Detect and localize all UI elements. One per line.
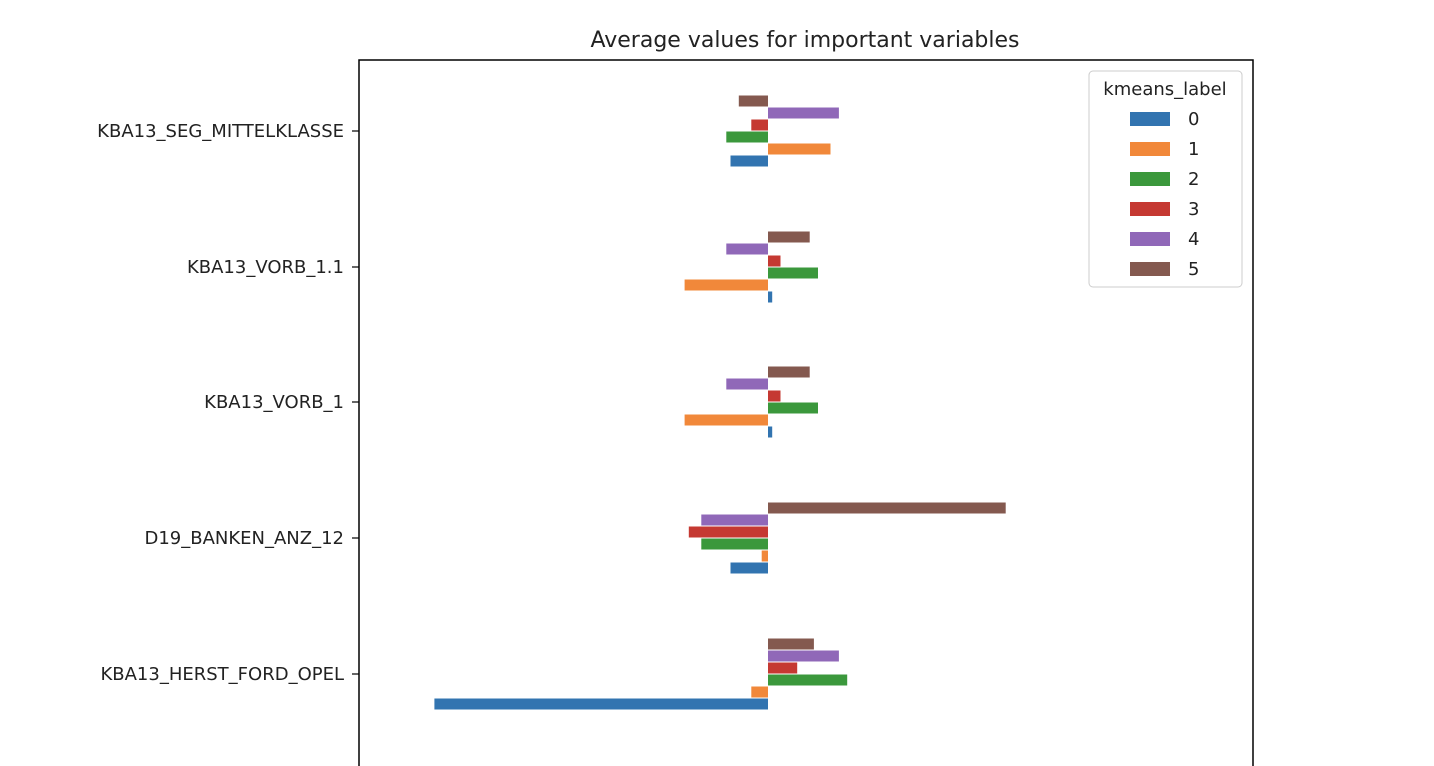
bar-kba13-seg-mittelklasse-series-0 (730, 155, 768, 167)
bar-kba13-seg-mittelklasse-series-2 (726, 131, 768, 143)
legend-swatch-2 (1130, 172, 1170, 186)
bar-kba13-vorb-1-1-series-1 (684, 279, 768, 291)
bar-kba13-vorb-1-series-2 (768, 402, 818, 414)
legend-label-4: 4 (1188, 229, 1199, 250)
y-tick-label: KBA13_SEG_MITTELKLASSE (97, 121, 344, 142)
legend-swatch-5 (1130, 262, 1170, 276)
bar-kba13-vorb-1-series-0 (768, 426, 773, 438)
bar-kba13-herst-ford-opel-series-4 (768, 650, 839, 662)
bar-kba13-herst-ford-opel-series-5 (768, 638, 814, 650)
plot-frame (358, 59, 1254, 766)
bar-d19-banken-anz-12-series-0 (730, 562, 768, 574)
bar-kba13-seg-mittelklasse-series-4 (768, 107, 839, 119)
legend-label-2: 2 (1188, 169, 1199, 190)
bar-kba13-herst-ford-opel-series-2 (768, 674, 848, 686)
legend-swatch-0 (1130, 112, 1170, 126)
bar-d19-banken-anz-12-series-5 (768, 502, 1006, 514)
bar-kba13-herst-ford-opel-series-3 (768, 662, 798, 674)
bar-d19-banken-anz-12-series-1 (761, 550, 768, 562)
legend-label-0: 0 (1188, 109, 1199, 130)
bar-d19-banken-anz-12-series-2 (701, 538, 768, 550)
legend-label-1: 1 (1188, 139, 1199, 160)
legend-items: 0 1 2 3 4 5 (1130, 109, 1199, 280)
bar-kba13-herst-ford-opel-series-1 (751, 686, 768, 698)
bar-kba13-seg-mittelklasse-series-5 (738, 95, 768, 107)
legend-swatch-1 (1130, 142, 1170, 156)
bar-kba13-vorb-1-series-1 (684, 414, 768, 426)
bar-d19-banken-anz-12-series-3 (688, 526, 768, 538)
bar-kba13-vorb-1-series-4 (726, 378, 768, 390)
legend-label-3: 3 (1188, 199, 1199, 220)
y-tick-label: KBA13_HERST_FORD_OPEL (100, 664, 344, 685)
bar-kba13-vorb-1-1-series-0 (768, 291, 773, 303)
y-tick-label: D19_BANKEN_ANZ_12 (144, 528, 344, 549)
bar-kba13-vorb-1-1-series-2 (768, 267, 818, 279)
bars-layer (434, 95, 1006, 710)
bar-kba13-herst-ford-opel-series-0 (434, 698, 768, 710)
bar-kba13-vorb-1-1-series-3 (768, 255, 781, 267)
bar-kba13-seg-mittelklasse-series-3 (751, 119, 768, 131)
bar-kba13-vorb-1-series-3 (768, 390, 781, 402)
bar-kba13-vorb-1-series-5 (768, 366, 810, 378)
y-axis-ticks: KBA13_SEG_MITTELKLASSE KBA13_VORB_1.1 KBA1… (97, 121, 359, 685)
bar-kba13-seg-mittelklasse-series-1 (768, 143, 831, 155)
chart-title: Average values for important variables (590, 28, 1019, 53)
legend-swatch-4 (1130, 232, 1170, 246)
bar-kba13-vorb-1-1-series-5 (768, 231, 810, 243)
legend-title: kmeans_label (1103, 79, 1226, 100)
bar-kba13-vorb-1-1-series-4 (726, 243, 768, 255)
legend-swatch-3 (1130, 202, 1170, 216)
bar-d19-banken-anz-12-series-4 (701, 514, 768, 526)
legend: kmeans_label 0 1 2 3 4 5 (1088, 70, 1243, 288)
y-tick-label: KBA13_VORB_1.1 (187, 257, 344, 278)
legend-label-5: 5 (1188, 259, 1199, 280)
y-tick-label: KBA13_VORB_1 (204, 392, 344, 413)
